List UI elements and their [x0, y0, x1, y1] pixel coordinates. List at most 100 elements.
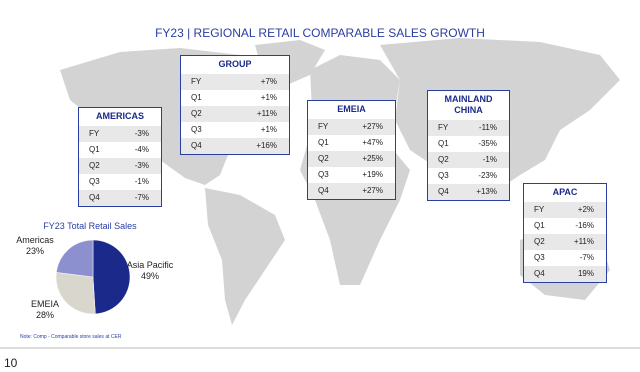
table-row: Q1 -4% — [79, 142, 161, 158]
table-row: Q1 -16% — [524, 218, 606, 234]
growth-value: +7% — [260, 77, 277, 86]
region-table: GROUP FY +7% Q1 +1% Q2 +11% Q3 +1% Q4 +16% — [180, 55, 290, 155]
table-row: Q4 +13% — [428, 184, 509, 200]
growth-value: -3% — [134, 129, 149, 138]
pie-slice — [92, 239, 131, 315]
table-row: Q3 -7% — [524, 250, 606, 266]
growth-value: -3% — [134, 161, 149, 170]
growth-value: +16% — [256, 141, 277, 150]
pie-slice — [55, 272, 96, 315]
period-label: Q2 — [191, 109, 202, 118]
period-label: Q3 — [191, 125, 202, 134]
page-number: 10 — [4, 356, 18, 370]
period-label: Q1 — [191, 93, 202, 102]
period-label: Q1 — [534, 221, 545, 230]
period-label: Q2 — [438, 155, 449, 164]
table-row: FY +2% — [524, 202, 606, 218]
period-label: Q3 — [89, 177, 100, 186]
table-row: Q4 +27% — [308, 183, 395, 199]
table-row: Q1 +1% — [181, 90, 289, 106]
region-header: AMERICAS — [95, 111, 144, 121]
growth-value: -35% — [478, 139, 497, 148]
region-header: EMEIA — [337, 104, 366, 114]
period-label: Q1 — [438, 139, 449, 148]
growth-value: +2% — [577, 205, 594, 214]
period-label: FY — [534, 205, 545, 214]
period-label: FY — [191, 77, 202, 86]
slice-label: Americas — [16, 235, 54, 245]
slide-title: FY23 | REGIONAL RETAIL COMPARABLE SALES … — [155, 26, 485, 40]
region-header: MAINLAND CHINA — [444, 94, 493, 115]
growth-value: +1% — [260, 93, 277, 102]
slice-label: EMEIA — [31, 299, 59, 309]
chart-title: FY23 Total Retail Sales — [43, 221, 137, 231]
note: Note: Comp - Comparable store sales at C… — [20, 334, 122, 340]
period-label: Q2 — [534, 237, 545, 246]
region-table: MAINLAND CHINA FY -11% Q1 -35% Q2 -1% Q3 -23% Q4 +… — [427, 90, 510, 201]
table-row: Q2 +25% — [308, 151, 395, 167]
growth-value: -7% — [134, 193, 149, 202]
period-label: FY — [318, 122, 329, 131]
table-row: Q2 -3% — [79, 158, 161, 174]
period-label: Q4 — [534, 269, 545, 278]
growth-value: -23% — [478, 171, 497, 180]
growth-value: -7% — [579, 253, 594, 262]
table-row: Q2 +11% — [181, 106, 289, 122]
pie-slice — [56, 239, 94, 278]
growth-value: +27% — [362, 122, 383, 131]
region-header: GROUP — [218, 59, 252, 69]
period-label: Q1 — [318, 138, 329, 147]
table-row: FY +7% — [181, 74, 289, 90]
growth-value: +19% — [362, 170, 383, 179]
table-row: Q2 +11% — [524, 234, 606, 250]
period-label: Q4 — [318, 186, 329, 195]
growth-value: +13% — [476, 187, 497, 196]
growth-value: +11% — [573, 237, 594, 246]
table-row: Q4 -7% — [79, 190, 161, 206]
region-table: AMERICAS FY -3% Q1 -4% Q2 -3% Q3 -1% Q4 -7% — [78, 107, 162, 207]
growth-value: -16% — [575, 221, 594, 230]
period-label: Q1 — [89, 145, 100, 154]
table-row: FY +27% — [308, 119, 395, 135]
period-label: Q3 — [318, 170, 329, 179]
growth-value: +11% — [256, 109, 277, 118]
table-row: Q1 -35% — [428, 136, 509, 152]
table-row: Q3 -1% — [79, 174, 161, 190]
table-row: Q1 +47% — [308, 135, 395, 151]
slice-value: 49% — [141, 271, 159, 281]
growth-value: -4% — [134, 145, 149, 154]
region-header: APAC — [552, 187, 578, 197]
growth-value: -1% — [134, 177, 149, 186]
slice-value: 23% — [26, 246, 44, 256]
region-table: EMEIA FY +27% Q1 +47% Q2 +25% Q3 +19% Q4 +27% — [307, 100, 396, 200]
growth-value: +47% — [362, 138, 383, 147]
period-label: Q4 — [438, 187, 449, 196]
growth-value: -11% — [478, 123, 497, 132]
region-table: APAC FY +2% Q1 -16% Q2 +11% Q3 -7% Q4 19% — [523, 183, 607, 283]
growth-value: +27% — [362, 186, 383, 195]
growth-value: -1% — [482, 155, 497, 164]
table-row: Q4 +16% — [181, 138, 289, 154]
period-label: Q4 — [89, 193, 100, 202]
period-label: Q3 — [438, 171, 449, 180]
period-label: Q3 — [534, 253, 545, 262]
period-label: FY — [89, 129, 100, 138]
table-row: FY -11% — [428, 120, 509, 136]
period-label: FY — [438, 123, 449, 132]
period-label: Q4 — [191, 141, 202, 150]
table-row: Q4 19% — [524, 266, 606, 282]
period-label: Q2 — [89, 161, 100, 170]
table-row: FY -3% — [79, 126, 161, 142]
table-row: Q3 +19% — [308, 167, 395, 183]
growth-value: +25% — [362, 154, 383, 163]
table-row: Q3 +1% — [181, 122, 289, 138]
period-label: Q2 — [318, 154, 329, 163]
slice-value: 28% — [36, 310, 54, 320]
slice-label: Asia Pacific — [127, 260, 174, 270]
growth-value: +1% — [260, 125, 277, 134]
table-row: Q3 -23% — [428, 168, 509, 184]
growth-value: 19% — [577, 269, 594, 278]
table-row: Q2 -1% — [428, 152, 509, 168]
